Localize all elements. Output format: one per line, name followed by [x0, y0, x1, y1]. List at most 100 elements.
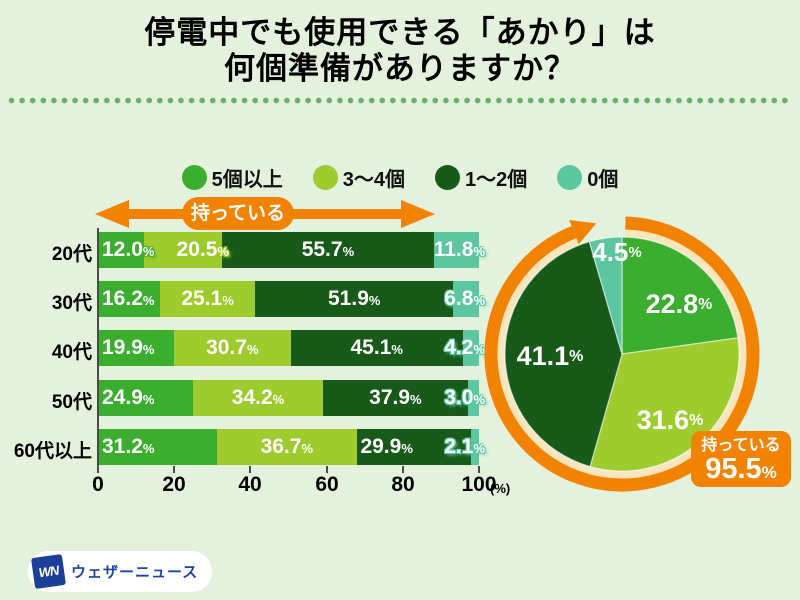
- bar-value-label: 45.1%: [350, 336, 403, 360]
- have-arrow-pill: 持っている: [182, 197, 294, 230]
- bar-segment: [470, 428, 479, 465]
- bar-value-label: 29.9%: [360, 434, 413, 458]
- bar-category-label: 20代: [51, 244, 92, 265]
- bar-row: 19.9% 30.7% 45.1% 4.2%: [98, 330, 485, 367]
- bar-segment: [290, 330, 463, 367]
- legend-item-5plus: 5個以上: [181, 163, 283, 192]
- legend-label: 5個以上: [211, 169, 283, 191]
- pie-value-label: 31.6%: [637, 405, 704, 435]
- bar-segment: [98, 330, 174, 367]
- bar-value-label: 16.2%: [102, 287, 155, 311]
- x-tick-label: 60: [315, 473, 339, 496]
- x-tick-label: 80: [391, 473, 415, 496]
- legend-label: 3〜4個: [342, 169, 405, 191]
- bar-value-label: 11.8%: [433, 238, 485, 261]
- pie-chart: 22.8% 31.6% 41.1% 4.5%: [484, 216, 760, 492]
- x-tick-mark: [478, 466, 480, 473]
- bar-value-label: 37.9%: [369, 385, 422, 409]
- x-tick-label: 40: [238, 473, 262, 496]
- bar-segment: [323, 379, 468, 416]
- pie-slice: [588, 236, 623, 355]
- bar-value-label: 25.1%: [181, 287, 234, 311]
- bar-category-label: 60代以上: [13, 440, 92, 462]
- legend-item-0: 0個: [557, 163, 618, 192]
- bar-row: 31.2% 36.7% 29.9% 2.1%: [98, 428, 485, 465]
- x-tick-label: 0: [92, 473, 104, 496]
- bar-segment: [98, 428, 217, 465]
- bar-value-label: 3.0%: [444, 385, 485, 409]
- bar-segment: [216, 428, 357, 465]
- pie-ring-orange-arc: [484, 216, 760, 492]
- legend-label: 1〜2個: [465, 169, 528, 191]
- legend-swatch-icon: [557, 165, 583, 190]
- x-tick-label: 100: [461, 473, 497, 496]
- title-line-1: 停電中でも使用できる「あかり」は: [144, 15, 656, 50]
- bar-segment: [98, 281, 160, 318]
- bar-row: 16.2% 25.1% 51.9% 6.8%: [98, 281, 485, 318]
- bar-value-label: 19.9%: [102, 336, 155, 360]
- bar-category-label: 40代: [51, 342, 92, 364]
- legend-swatch-icon: [435, 165, 460, 190]
- weathernews-logo: WN ウェザーニュース: [28, 551, 213, 592]
- pie-value-label: 41.1%: [517, 341, 584, 371]
- bar-segment: [159, 281, 256, 318]
- bar-segment: [434, 232, 479, 268]
- bar-segment: [98, 379, 193, 416]
- bar-value-label: 51.9%: [328, 287, 381, 311]
- have-range-arrow: 持っている: [95, 197, 435, 230]
- percent-sign: %: [761, 463, 777, 482]
- wn-logo-icon: WN: [30, 553, 67, 590]
- y-axis-line: [97, 228, 99, 473]
- bar-value-label: 36.7%: [260, 434, 313, 458]
- pie-slice: [621, 236, 739, 355]
- bar-value-label: 20.5%: [176, 238, 229, 261]
- bar-segment: [467, 379, 479, 416]
- x-tick-mark: [249, 466, 252, 473]
- legend-swatch-icon: [312, 165, 338, 190]
- pie-value-label: 22.8%: [646, 289, 713, 319]
- have-total-label: 持っている: [701, 437, 781, 454]
- x-axis-unit: (%): [490, 481, 511, 496]
- x-tick-mark: [325, 466, 328, 473]
- x-tick-mark: [173, 466, 176, 473]
- legend-item-1to2: 1〜2個: [435, 163, 527, 192]
- have-total-value: 95.5%: [705, 453, 777, 485]
- bar-value-label: 12.0%: [102, 238, 155, 261]
- bar-value-label: 24.9%: [102, 385, 155, 409]
- pie-slice: [504, 241, 623, 468]
- dotted-divider: [8, 97, 792, 104]
- arrow-right-icon: [401, 200, 435, 228]
- legend-item-3to4: 3〜4個: [312, 163, 405, 192]
- have-total-box: 持っている 95.5%: [691, 431, 791, 487]
- bar-value-label: 2.1%: [444, 434, 485, 458]
- bar-row: 24.9% 34.2% 37.9% 3.0%: [98, 379, 485, 416]
- chart-legend: 5個以上 3〜4個 1〜2個 0個: [0, 163, 800, 192]
- bar-value-label: 34.2%: [231, 385, 285, 409]
- bar-segment: [98, 232, 144, 268]
- bar-segment: [453, 281, 479, 318]
- bar-segment: [143, 232, 222, 268]
- title-line-2: 何個準備がありますか？: [224, 51, 576, 86]
- bar-value-label: 30.7%: [206, 336, 259, 360]
- x-tick-label: 20: [162, 473, 186, 496]
- bar-category-label: 30代: [51, 293, 92, 315]
- bar-row: 12.0% 20.5% 55.7% 11.8%: [98, 232, 485, 268]
- bar-value-label: 55.7%: [301, 238, 355, 261]
- bar-segment: [255, 281, 454, 318]
- bar-segment: [173, 330, 291, 367]
- bar-value-label: 6.8%: [444, 287, 485, 311]
- pie-ring-arrowhead-icon: [569, 220, 597, 245]
- bar-segment: [356, 428, 471, 465]
- bar-segment: [462, 330, 479, 367]
- pie-value-label: 4.5%: [592, 237, 642, 267]
- page-title: 停電中でも使用できる「あかり」は 何個準備がありますか？: [0, 15, 800, 87]
- bar-category-label: 50代: [51, 391, 92, 413]
- legend-label: 0個: [587, 169, 619, 191]
- x-tick-mark: [401, 466, 404, 473]
- logo-text: ウェザーニュース: [71, 564, 199, 581]
- bar-segment: [192, 379, 324, 416]
- bar-value-label: 4.2%: [444, 336, 485, 360]
- pie-ring-cream-arc: [496, 228, 748, 480]
- legend-swatch-icon: [181, 165, 207, 190]
